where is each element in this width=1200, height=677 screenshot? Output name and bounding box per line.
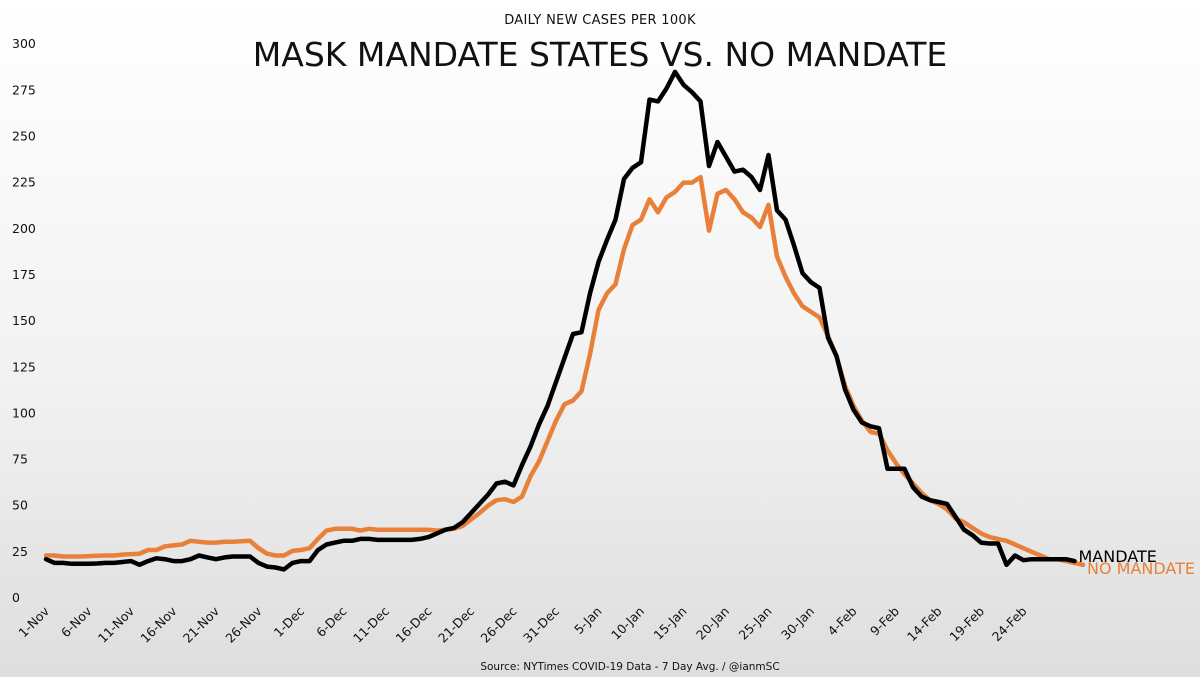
y-tick-label: 225 xyxy=(12,175,36,190)
y-tick-label: 300 xyxy=(12,36,36,51)
series-label-no-mandate: NO MANDATE xyxy=(1087,559,1195,578)
x-tick-label: 16-Dec xyxy=(392,603,434,645)
x-tick-label: 16-Nov xyxy=(137,603,180,646)
y-tick-label: 250 xyxy=(12,129,36,144)
chart-subtitle: DAILY NEW CASES PER 100K xyxy=(504,13,696,28)
series-label-mandate: MANDATE xyxy=(1079,547,1157,566)
x-tick-label: 10-Jan xyxy=(608,604,647,643)
x-tick-label: 20-Jan xyxy=(693,604,732,643)
x-tick-label: 1-Dec xyxy=(271,603,308,640)
series-line-mandate xyxy=(43,69,1077,572)
y-tick-label: 275 xyxy=(12,82,36,97)
y-tick-label: 150 xyxy=(12,313,36,328)
x-tick-label: 4-Feb xyxy=(825,603,860,638)
x-tick-label: 1-Nov xyxy=(15,603,52,640)
x-tick-label: 25-Jan xyxy=(735,604,774,643)
x-tick-label: 14-Feb xyxy=(904,603,945,644)
y-tick-label: 175 xyxy=(12,267,36,282)
x-tick-label: 9-Feb xyxy=(867,603,902,638)
x-tick-label: 5-Jan xyxy=(571,604,605,638)
x-tick-label: 6-Dec xyxy=(313,603,350,640)
y-tick-label: 0 xyxy=(12,590,20,605)
x-tick-label: 26-Nov xyxy=(222,603,265,646)
y-axis: 0 25 50 75 100 125 150 175 200 225 250 275 300 xyxy=(12,36,36,605)
y-tick-label: 200 xyxy=(12,221,36,236)
x-tick-label: 31-Dec xyxy=(520,603,562,645)
x-tick-label: 30-Jan xyxy=(778,604,817,643)
x-tick-label: 21-Dec xyxy=(435,603,477,645)
y-tick-label: 50 xyxy=(12,498,28,513)
series-line-no-mandate xyxy=(43,174,1086,568)
x-tick-label: 11-Dec xyxy=(350,603,392,645)
x-tick-label: 15-Jan xyxy=(650,604,689,643)
x-tick-label: 21-Nov xyxy=(180,603,223,646)
x-tick-label: 26-Dec xyxy=(477,603,519,645)
y-tick-label: 100 xyxy=(12,405,36,420)
x-tick-label: 19-Feb xyxy=(946,603,987,644)
chart-title: MASK MANDATE STATES VS. NO MANDATE xyxy=(253,35,947,74)
series-lines xyxy=(43,69,1086,572)
x-tick-label: 11-Nov xyxy=(95,603,138,646)
chart-source: Source: NYTimes COVID-19 Data - 7 Day Av… xyxy=(480,661,779,673)
x-axis: 1-Nov 6-Nov 11-Nov 16-Nov 21-Nov 26-Nov 1-Dec 6… xyxy=(15,603,1029,646)
y-tick-label: 75 xyxy=(12,452,28,467)
y-tick-label: 125 xyxy=(12,359,36,374)
x-tick-label: 6-Nov xyxy=(58,603,95,640)
x-tick-label: 24-Feb xyxy=(989,603,1030,644)
y-tick-label: 25 xyxy=(12,544,28,559)
